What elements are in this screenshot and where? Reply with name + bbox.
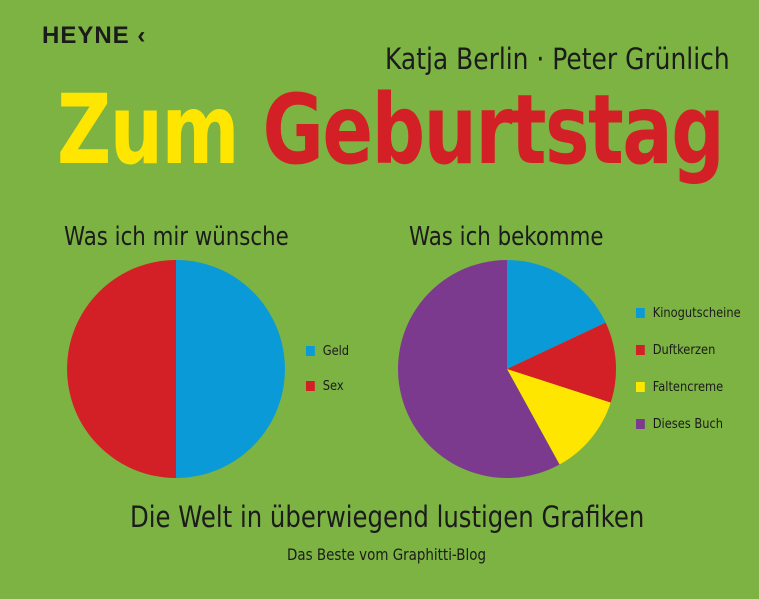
legend-swatch bbox=[306, 381, 315, 391]
legend-label: Geld bbox=[322, 344, 350, 359]
legend-label: Faltencreme bbox=[652, 380, 724, 395]
legend-label: Sex bbox=[322, 379, 344, 394]
legend-label: Kinogutscheine bbox=[652, 306, 741, 321]
publisher-logo: HEYNE ‹ bbox=[42, 22, 146, 50]
chart-title-received: Was ich bekomme bbox=[409, 222, 604, 252]
legend-item-kinogutscheine: Kinogutscheine bbox=[636, 306, 741, 321]
title-word-1: Zum bbox=[57, 74, 240, 186]
legend-swatch bbox=[306, 346, 315, 356]
legend-item-sex: Sex bbox=[306, 379, 344, 394]
pie-slice-dieses-buch bbox=[397, 260, 560, 478]
legend-swatch bbox=[636, 382, 645, 392]
legend-item-duftkerzen: Duftkerzen bbox=[636, 343, 715, 358]
subtitle: Die Welt in überwiegend lustigen Grafike… bbox=[130, 500, 645, 534]
legend-label: Dieses Buch bbox=[652, 417, 723, 432]
title-word-2: Geburtstag bbox=[262, 74, 724, 186]
pie-slice-sex bbox=[67, 260, 176, 478]
legend-item-faltencreme: Faltencreme bbox=[636, 380, 723, 395]
authors: Katja Berlin · Peter Grünlich bbox=[385, 42, 730, 76]
pie-slice-kinogutscheine bbox=[507, 260, 606, 369]
chart-title-wishes: Was ich mir wünsche bbox=[64, 222, 289, 252]
legend-swatch bbox=[636, 419, 645, 429]
publisher-name: HEYNE bbox=[42, 22, 130, 49]
legend-item-geld: Geld bbox=[306, 344, 349, 359]
legend-swatch bbox=[636, 308, 645, 318]
pie-slice-duftkerzen bbox=[507, 322, 616, 403]
legend-swatch bbox=[636, 345, 645, 355]
legend-item-dieses-buch: Dieses Buch bbox=[636, 417, 723, 432]
pie-chart-wishes bbox=[67, 260, 285, 478]
tagline: Das Beste vom Graphitti-Blog bbox=[287, 545, 487, 564]
legend-label: Duftkerzen bbox=[652, 343, 716, 358]
pie-chart-received bbox=[397, 260, 616, 478]
book-title: Zum Geburtstag bbox=[57, 82, 725, 178]
publisher-mark-icon: ‹ bbox=[137, 22, 147, 49]
pie-slice-geld bbox=[176, 260, 285, 478]
pie-slice-faltencreme bbox=[507, 369, 611, 465]
